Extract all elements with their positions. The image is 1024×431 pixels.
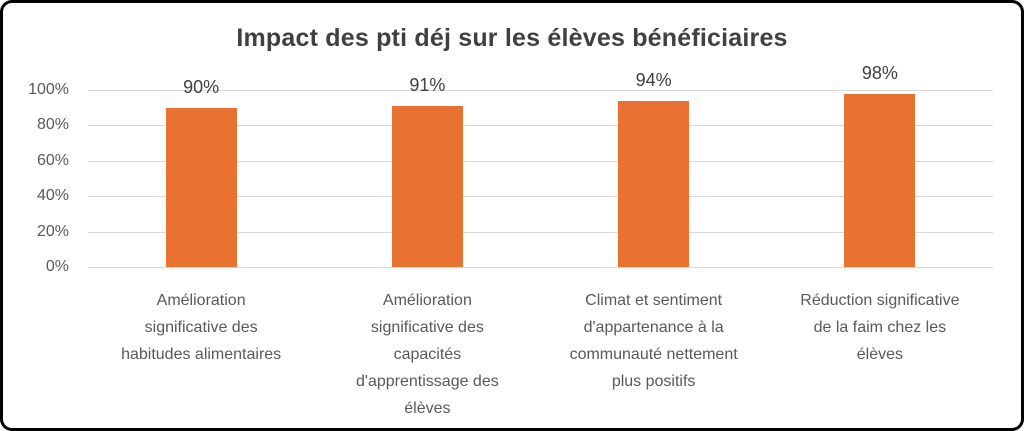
x-axis-category-label-line: de la faim chez les	[813, 319, 947, 336]
x-axis-category-label-line: Climat et sentiment	[585, 292, 723, 309]
bar-data-label: 98%	[861, 62, 898, 83]
x-axis-category-label-line: significative des	[144, 319, 258, 336]
plot-area: 0% 20% 40% 60% 80% 100% 90% Amélioration signifi…	[3, 3, 1021, 428]
x-axis-category-label-line: Réduction significative	[800, 292, 960, 309]
gridline	[88, 196, 993, 198]
x-axis-category-label-line: d'apprentissage des	[356, 373, 499, 390]
x-axis-category-label-line: communauté nettement	[569, 346, 738, 363]
bar-data-label: 90%	[183, 76, 220, 97]
x-axis-category-label: Climat et sentiment d'appartenance à la co…	[543, 287, 765, 395]
x-axis-category-label-line: significative des	[370, 319, 484, 336]
bar-3	[618, 100, 690, 267]
y-axis-tick-label: 80%	[36, 116, 69, 134]
bar-2	[391, 105, 463, 267]
x-axis-category-label-line: plus positifs	[611, 373, 696, 390]
bar-4	[844, 93, 916, 267]
gridline	[88, 231, 993, 233]
y-axis-tick-label: 0%	[45, 258, 69, 275]
bar-data-label: 91%	[409, 74, 446, 95]
x-axis-category-label-line: élèves	[856, 346, 903, 363]
x-axis-category-label-line: Amélioration	[382, 292, 472, 309]
gridline	[88, 160, 993, 162]
x-axis-category-label-line: capacités	[393, 346, 462, 363]
y-axis-tick-label: 20%	[36, 222, 69, 240]
x-axis-category-label: Amélioration significative des capacités d'…	[316, 287, 538, 422]
bar-data-label: 94%	[635, 69, 672, 90]
bar-1	[165, 107, 237, 267]
x-axis-category-label: Amélioration significative des habitudes a…	[90, 287, 312, 368]
x-axis-category-label-line: élèves	[404, 400, 451, 417]
x-axis-category-label-line: Amélioration	[156, 292, 246, 309]
gridline	[88, 125, 993, 127]
x-axis-category-label-line: d'appartenance à la	[583, 319, 724, 336]
x-axis-category-label-line: habitudes alimentaires	[121, 346, 282, 363]
gridline	[88, 90, 993, 91]
gridline	[88, 267, 993, 268]
chart-title: Impact des pti déj sur les élèves bénéfi…	[236, 24, 788, 52]
y-axis-tick-label: 40%	[36, 187, 69, 205]
x-axis-category-label: Réduction significative de la faim chez l…	[769, 287, 991, 368]
y-axis-tick-label: 100%	[28, 81, 69, 98]
y-axis-tick-label: 60%	[36, 151, 69, 169]
